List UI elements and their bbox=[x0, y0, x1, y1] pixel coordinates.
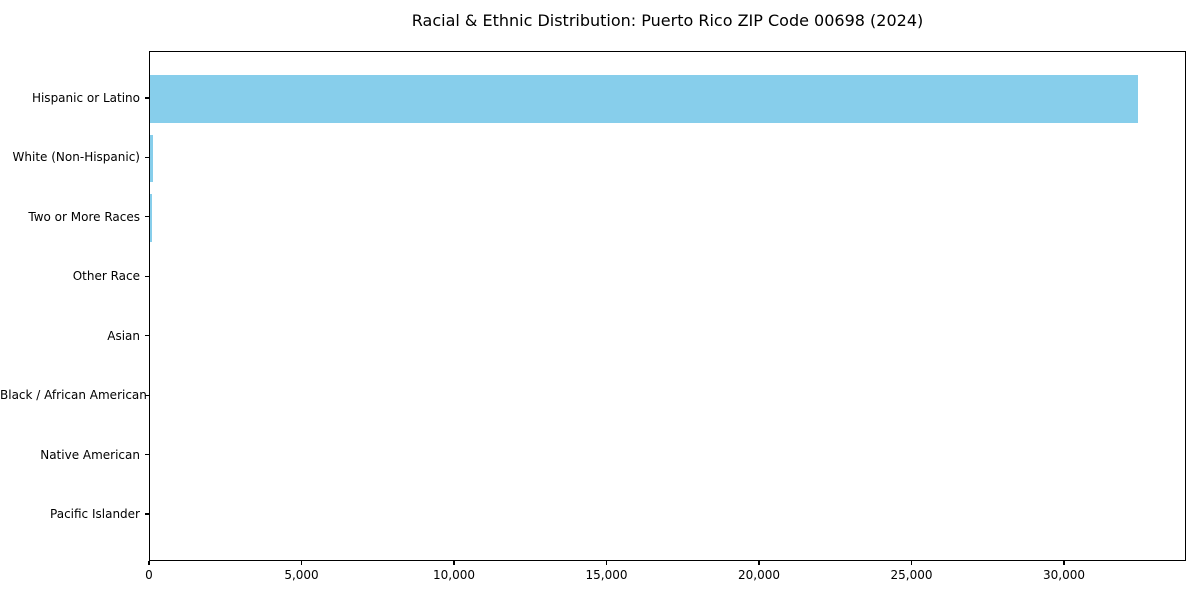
y-tick-label: White (Non-Hispanic) bbox=[12, 150, 140, 165]
x-tick-mark bbox=[910, 561, 913, 565]
x-tick-mark bbox=[758, 561, 760, 565]
bar-hispanic-or-latino bbox=[150, 75, 1139, 123]
x-tick-mark bbox=[300, 561, 303, 565]
y-tick-mark bbox=[145, 513, 149, 515]
y-tick-label: Pacific Islander bbox=[50, 507, 140, 522]
y-tick-mark bbox=[145, 216, 149, 218]
y-tick-mark bbox=[145, 394, 149, 396]
bar-white-non-hispanic bbox=[150, 134, 154, 183]
x-tick-label: 10,000 bbox=[433, 568, 475, 582]
bar-two-or-more-races bbox=[150, 194, 152, 242]
y-tick-label: Hispanic or Latino bbox=[31, 90, 140, 105]
y-tick-label: Two or More Races bbox=[28, 209, 140, 224]
x-tick-label: 20,000 bbox=[738, 568, 780, 582]
y-tick-mark bbox=[145, 275, 149, 277]
x-tick-mark bbox=[148, 561, 150, 565]
y-tick-mark bbox=[145, 97, 149, 99]
y-tick-label: Asian bbox=[107, 328, 140, 343]
y-tick-mark bbox=[145, 454, 149, 456]
x-tick-label: 25,000 bbox=[890, 568, 933, 582]
x-tick-label: 0 bbox=[145, 568, 153, 582]
x-tick-mark bbox=[453, 561, 455, 565]
x-tick-mark bbox=[1063, 561, 1065, 565]
x-tick-mark bbox=[605, 561, 608, 565]
x-tick-label: 5,000 bbox=[284, 568, 319, 582]
y-tick-mark bbox=[145, 156, 149, 158]
x-tick-label: 15,000 bbox=[585, 568, 628, 582]
chart-title: Racial & Ethnic Distribution: Puerto Ric… bbox=[411, 11, 924, 30]
y-tick-mark bbox=[145, 335, 149, 337]
y-tick-label: Black / African American bbox=[0, 388, 147, 403]
x-tick-label: 30,000 bbox=[1043, 568, 1085, 582]
y-tick-label: Other Race bbox=[72, 269, 140, 284]
plot-area bbox=[149, 51, 1186, 561]
y-tick-label: Native American bbox=[40, 447, 140, 462]
